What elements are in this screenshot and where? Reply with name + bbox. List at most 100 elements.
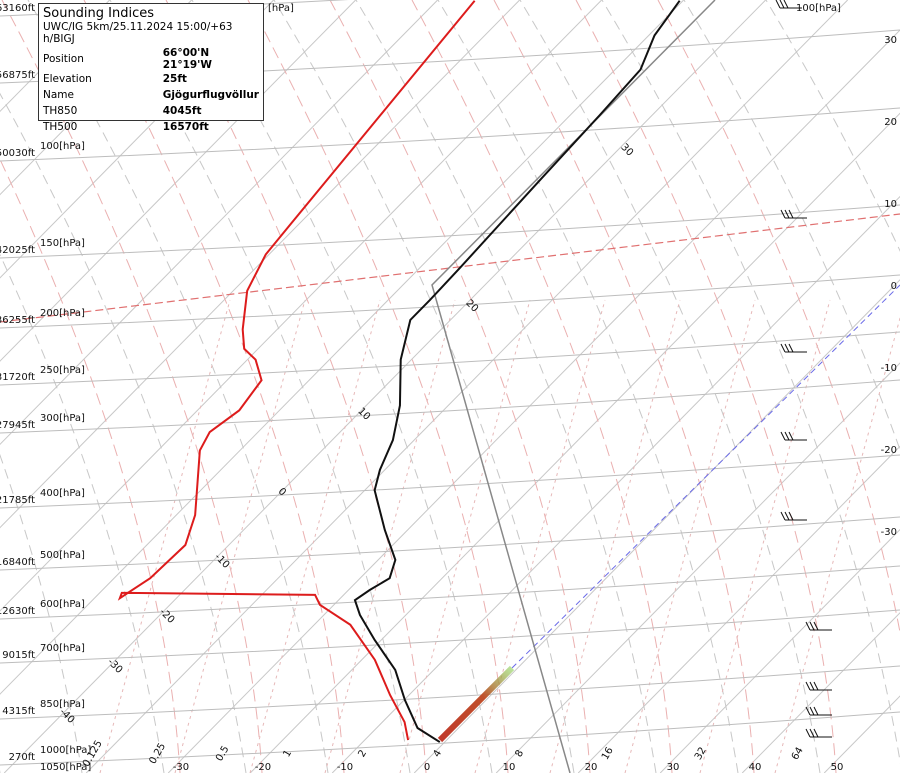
altitude-label: 21785ft (0, 495, 35, 506)
info-value: 4045ft (162, 105, 202, 117)
mixing-ratio-line (324, 299, 456, 773)
curves (117, 0, 681, 743)
isotherm (0, 0, 357, 362)
y2-tick-label: 0 (891, 281, 897, 292)
altitude-label: 56875ft (0, 70, 35, 81)
mixing-ratio-label: 0.5 (214, 744, 231, 763)
x-tick-label: 50 (831, 762, 844, 773)
info-title: Sounding Indices (43, 6, 155, 21)
isotherm (167, 29, 900, 773)
isobar (0, 454, 900, 509)
wind-barbs (775, 0, 832, 738)
altitude-label: 42025ft (0, 245, 35, 256)
y2-tick-label: 20 (884, 117, 897, 128)
moist-adiabat (411, 0, 673, 773)
mixing-ratio-label: 4 (431, 748, 444, 759)
surface-indicator (437, 665, 515, 743)
isotherm (659, 528, 900, 773)
isotherm (0, 0, 685, 695)
wind-barb (805, 728, 832, 738)
sounding-curve (117, 0, 476, 741)
mixing-ratio-line (774, 316, 900, 773)
sounding-curve (353, 0, 681, 743)
moist-adiabat (1, 0, 263, 773)
moist-adiabat (165, 0, 427, 773)
moist-adiabat (657, 0, 900, 636)
x-tick-label: -30 (173, 762, 189, 773)
mixing-ratio-label: 2 (356, 748, 369, 759)
altitude-label: 4315ft (2, 706, 35, 717)
info-key: TH500 (43, 121, 78, 133)
moist-adiabat (575, 0, 837, 773)
isotherm (331, 195, 900, 773)
isotherm (0, 0, 275, 279)
pressure-label: 700[hPa] (40, 643, 85, 654)
altitude-label: 63160ft (0, 3, 35, 14)
isotherm (3, 0, 767, 773)
info-value: 16570ft (162, 121, 209, 133)
wind-barb (775, 0, 802, 9)
adiabat-label: 20 (463, 298, 480, 315)
pressure-label: 400[hPa] (40, 488, 85, 499)
mixing-ratio-line (399, 299, 531, 773)
altitude-label: 270ft (9, 752, 35, 763)
info-key: Name (43, 89, 74, 101)
isobar (0, 331, 900, 386)
x-tick-label: 10 (503, 762, 516, 773)
pressure-label: [hPa] (268, 3, 294, 14)
x-tick-label: 0 (424, 762, 430, 773)
isotherm (0, 0, 193, 196)
info-value: Gjögurflugvöllur (162, 89, 259, 101)
pressure-label: 600[hPa] (40, 599, 85, 610)
pressure-label: 1050[hPa] (40, 762, 91, 773)
y2-tick-label: 30 (884, 35, 897, 46)
pressure-label: 100[hPa] (796, 3, 841, 14)
isotherm (823, 695, 900, 773)
pressure-label: 100[hPa] (40, 141, 85, 152)
isotherm (85, 0, 849, 773)
adiabat-label: 30 (618, 142, 635, 159)
lcl-line (511, 284, 900, 669)
wind-barb (805, 681, 832, 691)
info-row: TH850 4045ft (43, 103, 259, 119)
tropopause-line (0, 213, 900, 323)
adiabat-label: 10 (355, 406, 372, 423)
x-tick-label: -20 (255, 762, 271, 773)
isobar (0, 609, 900, 664)
isobar (0, 107, 900, 162)
info-value: 66°00'N 21°19'W (162, 47, 212, 71)
info-key: Position (43, 53, 84, 65)
pressure-label: 1000[hPa] (40, 745, 91, 756)
pressure-label: 850[hPa] (40, 699, 85, 710)
wind-barb (805, 621, 832, 631)
y2-tick-label: 10 (884, 199, 897, 210)
isobar (0, 274, 900, 329)
wind-barb (780, 511, 807, 521)
wind-barb (780, 431, 807, 441)
x-tick-label: 30 (667, 762, 680, 773)
dry-adiabat (765, 0, 900, 252)
adiabat-label: 0 (276, 486, 288, 498)
mixing-ratio-line (624, 299, 756, 773)
x-tick-label: -10 (337, 762, 353, 773)
moist-adiabat (329, 0, 591, 773)
isotherm (577, 445, 900, 773)
pressure-label: 200[hPa] (40, 308, 85, 319)
y2-tick-label: -30 (881, 527, 897, 538)
y2-tick-label: -20 (881, 445, 897, 456)
info-row: Name Gjögurflugvöllur (43, 87, 259, 103)
mixing-ratio-label: 1 (281, 748, 294, 759)
wind-barb (805, 706, 832, 716)
info-key: Elevation (43, 73, 92, 85)
info-box: Sounding Indices UWC/IG 5km/25.11.2024 1… (38, 3, 264, 133)
pressure-label: 150[hPa] (40, 238, 85, 249)
info-table: Position 66°00'N 21°19'W Elevation 25ft Name… (43, 47, 259, 135)
mixing-ratio-line (549, 299, 681, 773)
altitude-label: 36255ft (0, 315, 35, 326)
isotherm (0, 0, 439, 446)
isotherm (0, 0, 521, 529)
info-key: TH850 (43, 105, 78, 117)
altitude-label: 50030ft (0, 148, 35, 159)
